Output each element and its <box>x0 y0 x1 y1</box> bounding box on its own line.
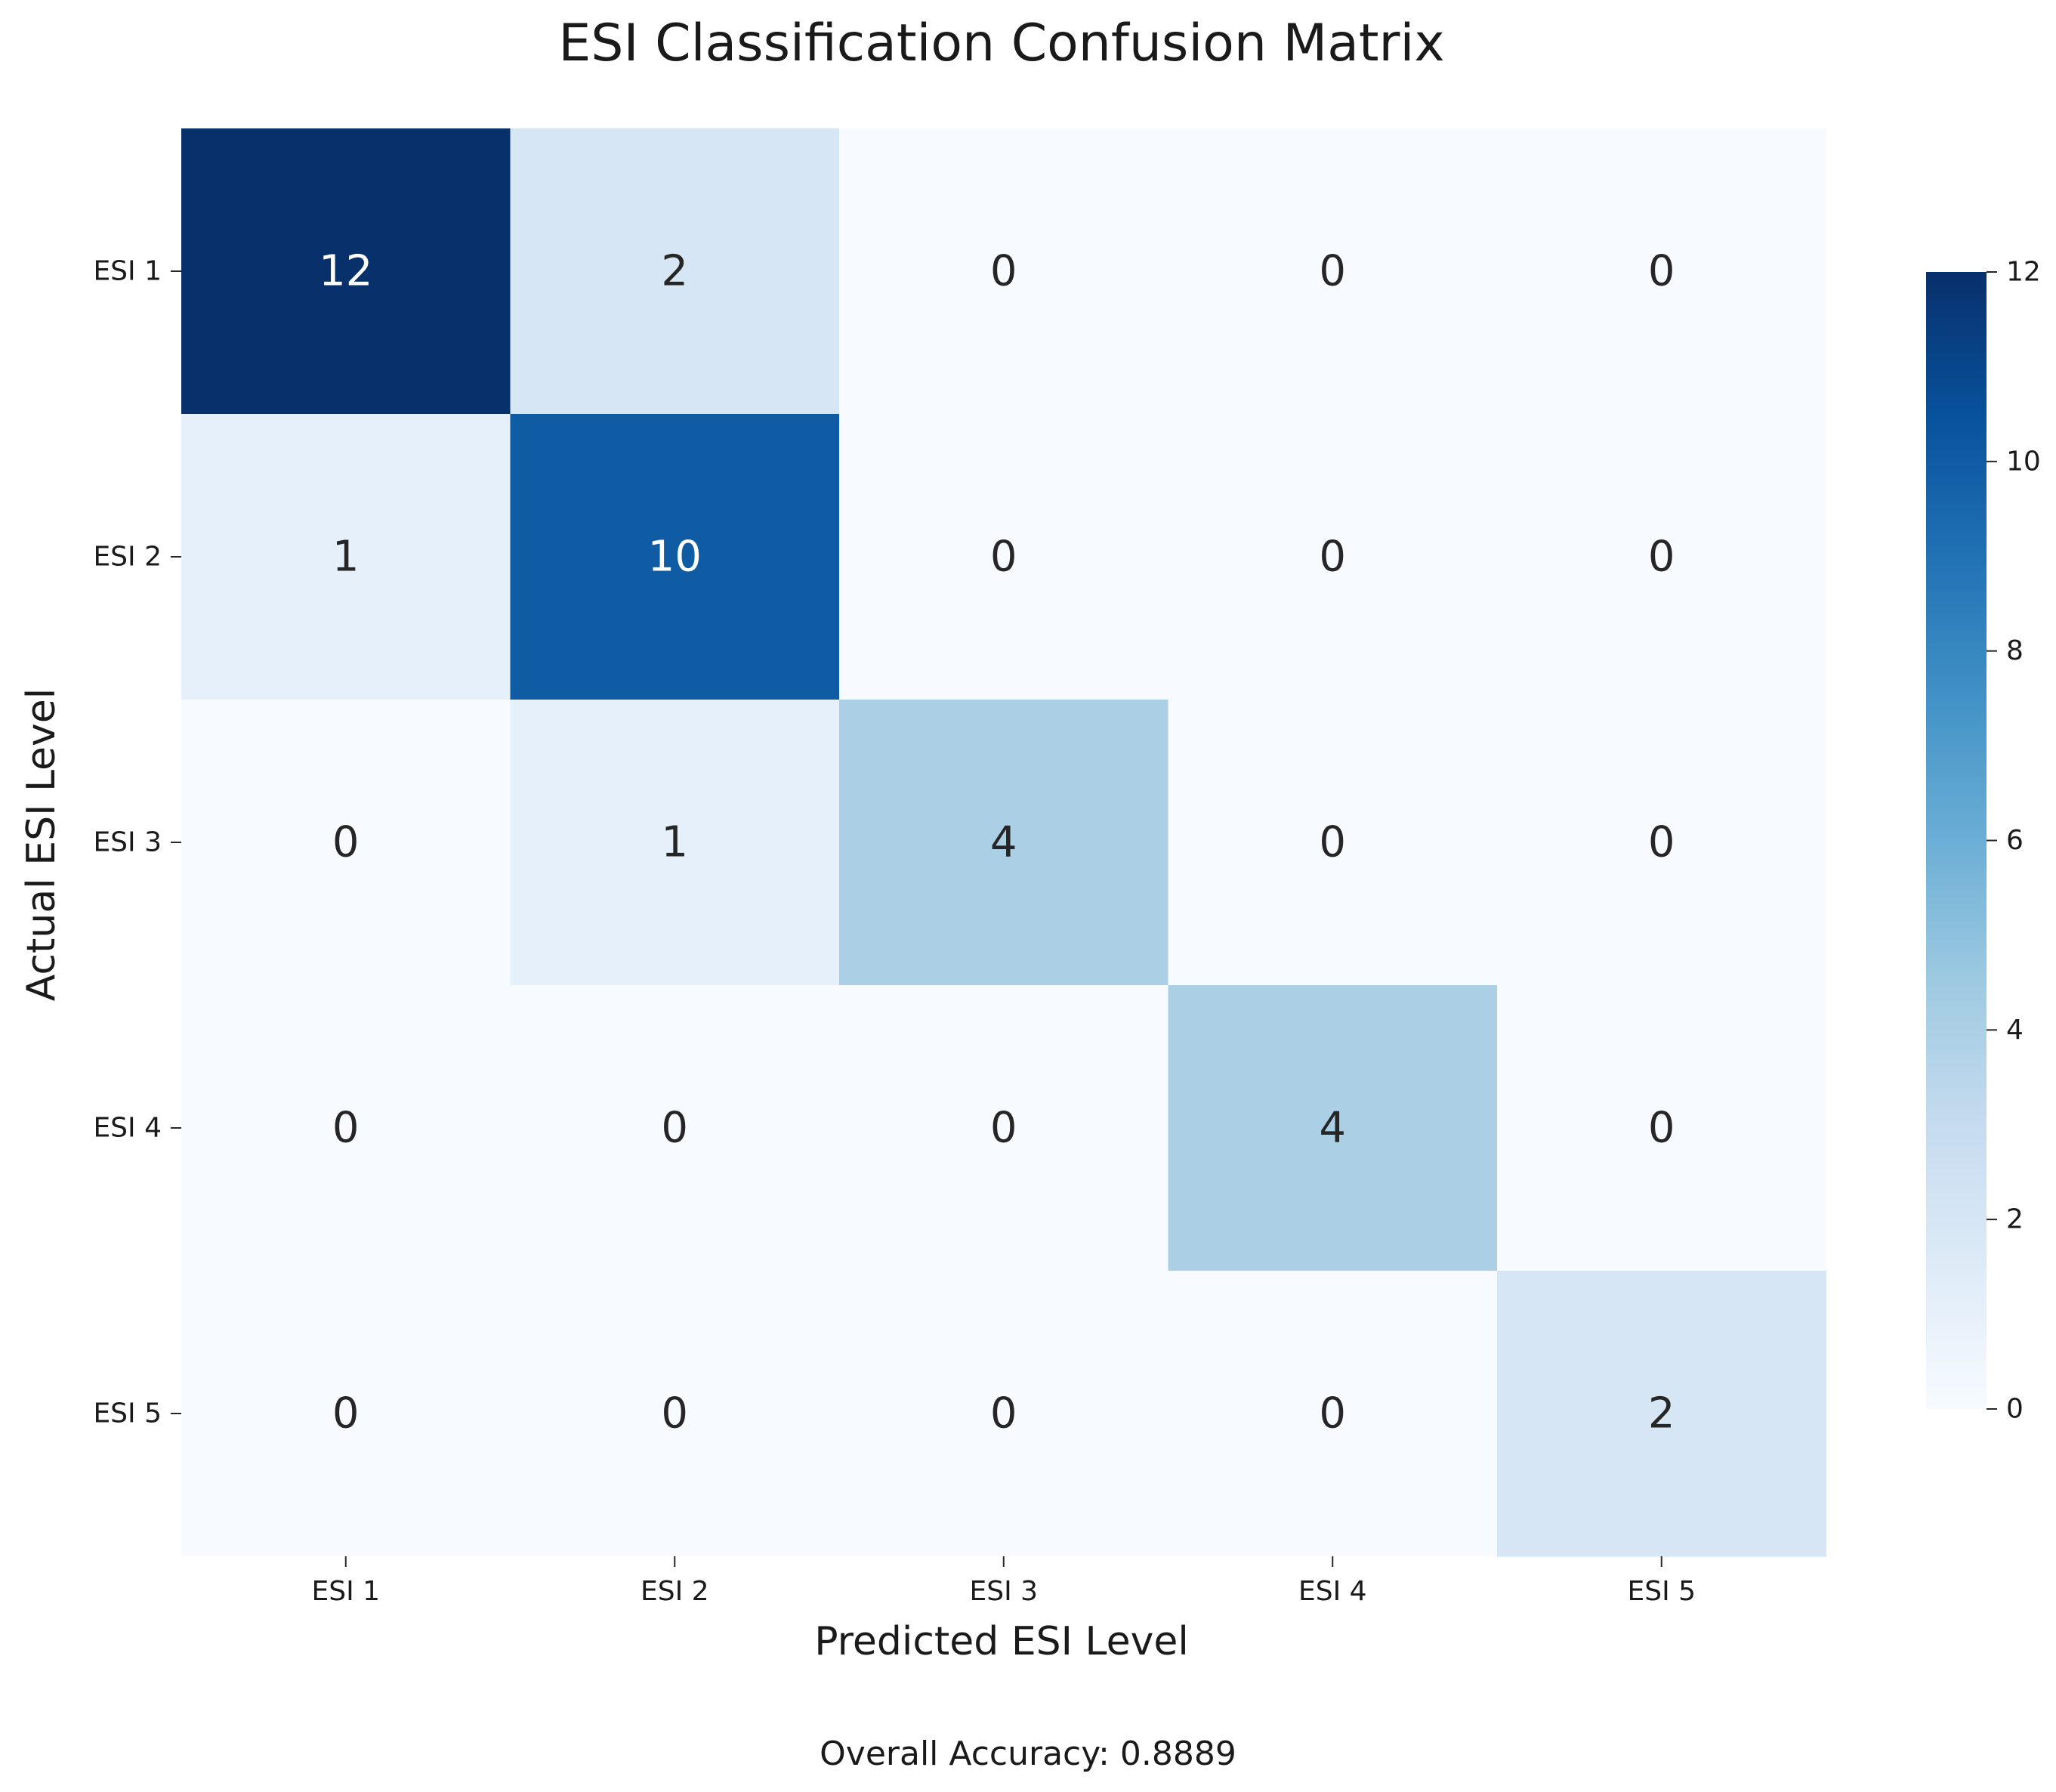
x-tick-label: ESI 4 <box>1298 1576 1367 1607</box>
y-tick-label: ESI 5 <box>93 1398 162 1429</box>
y-tick-label: ESI 1 <box>93 256 162 287</box>
cell-value-label: 0 <box>1648 1104 1675 1153</box>
x-tick-label: ESI 2 <box>641 1576 709 1607</box>
cell-value-label: 10 <box>648 533 702 582</box>
cell-value-label: 0 <box>1319 818 1346 867</box>
cell-value-label: 0 <box>1648 818 1675 867</box>
heatmap-cell <box>510 985 840 1271</box>
cell-value-label: 4 <box>1319 1104 1346 1153</box>
heatmap-cell <box>1168 414 1498 700</box>
x-tick-label: ESI 3 <box>969 1576 1038 1607</box>
cell-value-label: 12 <box>319 247 372 296</box>
cell-value-label: 4 <box>990 818 1017 867</box>
heatmap-cell <box>839 985 1169 1271</box>
cell-value-label: 2 <box>1648 1389 1675 1438</box>
heatmap-cell <box>1497 414 1827 700</box>
cell-value-label: 0 <box>1648 247 1675 296</box>
colorbar-tick-label: 4 <box>2006 1015 2024 1046</box>
heatmap-cell <box>839 1271 1169 1557</box>
x-tick-label: ESI 1 <box>311 1576 380 1607</box>
cell-value-label: 0 <box>1319 533 1346 582</box>
colorbar <box>1926 272 1987 1409</box>
heatmap-cell <box>1497 985 1827 1271</box>
heatmap-cell <box>1168 1271 1498 1557</box>
x-axis: ESI 1 ESI 2 ESI 3 ESI 4 ESI 5 <box>311 1556 1696 1607</box>
heatmap-cell <box>1168 700 1498 986</box>
cell-value-label: 2 <box>661 247 688 296</box>
heatmap-cell <box>1497 1271 1827 1557</box>
cell-value-label: 0 <box>332 1104 360 1153</box>
heatmap-cell <box>181 985 511 1271</box>
x-tick-label: ESI 5 <box>1627 1576 1696 1607</box>
colorbar-tick-label: 12 <box>2006 257 2041 288</box>
cell-value-label: 0 <box>1319 1389 1346 1438</box>
cell-value-label: 0 <box>990 247 1017 296</box>
y-tick-label: ESI 2 <box>93 542 162 573</box>
heatmap-cell <box>181 1271 511 1557</box>
heatmap-cell <box>181 128 511 415</box>
colorbar-tick-label: 2 <box>2006 1204 2024 1235</box>
cell-value-label: 0 <box>332 1389 360 1438</box>
y-axis-label: Actual ESI Level <box>19 688 64 1001</box>
cell-value-label: 1 <box>332 533 360 582</box>
colorbar-tick-label: 10 <box>2006 446 2041 477</box>
heatmap-cell <box>1168 128 1498 415</box>
heatmap-cell <box>181 700 511 986</box>
heatmap-cell <box>510 128 840 415</box>
chart-title: ESI Classification Confusion Matrix <box>558 14 1444 73</box>
heatmap-grid: 12 2 0 0 0 1 10 0 0 0 0 1 4 0 0 0 0 0 4 0 0 0 0 0 2 <box>181 128 1827 1557</box>
cell-value-label: 0 <box>990 1104 1017 1153</box>
heatmap-cell <box>510 414 840 700</box>
heatmap-cell <box>181 414 511 700</box>
heatmap-cell <box>839 128 1169 415</box>
y-tick-label: ESI 3 <box>93 827 162 858</box>
x-axis-label: Predicted ESI Level <box>814 1619 1189 1664</box>
cell-value-label: 0 <box>661 1389 688 1438</box>
cell-value-label: 0 <box>1319 247 1346 296</box>
heatmap-cell <box>839 700 1169 986</box>
cell-value-label: 0 <box>990 533 1017 582</box>
heatmap-cell <box>839 414 1169 700</box>
y-tick-label: ESI 4 <box>93 1113 162 1144</box>
colorbar-tick-label: 6 <box>2006 825 2024 856</box>
heatmap-cell <box>1168 985 1498 1271</box>
cell-value-label: 0 <box>990 1389 1017 1438</box>
colorbar-tick-label: 8 <box>2006 635 2024 666</box>
heatmap-cell <box>1497 128 1827 415</box>
heatmap-cell <box>510 1271 840 1557</box>
y-axis: ESI 1 ESI 2 ESI 3 ESI 4 ESI 5 <box>93 256 181 1429</box>
colorbar-tick-label: 0 <box>2006 1394 2024 1425</box>
colorbar-axis: 0 2 4 6 8 10 12 <box>1987 257 2041 1425</box>
cell-value-label: 0 <box>332 818 360 867</box>
heatmap-cell <box>1497 700 1827 986</box>
heatmap-cell <box>510 700 840 986</box>
overall-accuracy: Overall Accuracy: 0.8889 <box>820 1735 1236 1773</box>
cell-value-label: 0 <box>1648 533 1675 582</box>
cell-value-label: 1 <box>661 818 688 867</box>
cell-value-label: 0 <box>661 1104 688 1153</box>
